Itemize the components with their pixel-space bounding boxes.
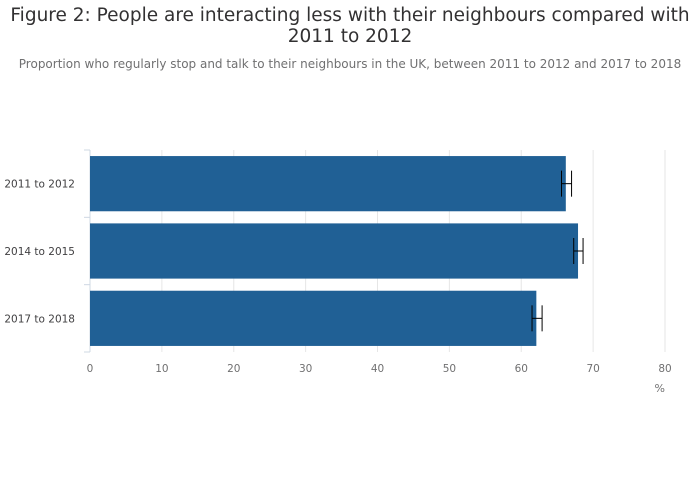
x-tick-label-50: 50 <box>443 363 456 375</box>
bar-2 <box>90 290 537 346</box>
category-label-2: 2017 to 2018 <box>4 313 75 325</box>
x-axis-unit-label: % <box>655 382 665 395</box>
x-tick-label-60: 60 <box>515 363 528 375</box>
bar-1 <box>90 223 579 279</box>
x-tick-label-80: 80 <box>658 363 671 375</box>
chart-title: Figure 2: People are interacting less wi… <box>10 5 690 47</box>
x-tick-label-40: 40 <box>371 363 384 375</box>
x-tick-label-10: 10 <box>155 363 168 375</box>
x-tick-label-20: 20 <box>227 363 240 375</box>
bar-0 <box>90 156 566 212</box>
x-tick-label-0: 0 <box>87 363 94 375</box>
category-label-1: 2014 to 2015 <box>4 246 75 258</box>
category-label-0: 2011 to 2012 <box>4 179 75 191</box>
chart-subtitle: Proportion who regularly stop and talk t… <box>18 57 682 71</box>
labels: 0 10 20 30 40 50 60 70 80 2011 to 2012 2014 to 201… <box>4 179 671 395</box>
axis <box>84 149 91 353</box>
x-tick-label-70: 70 <box>586 363 599 375</box>
bars <box>90 156 584 346</box>
x-tick-label-30: 30 <box>299 363 312 375</box>
